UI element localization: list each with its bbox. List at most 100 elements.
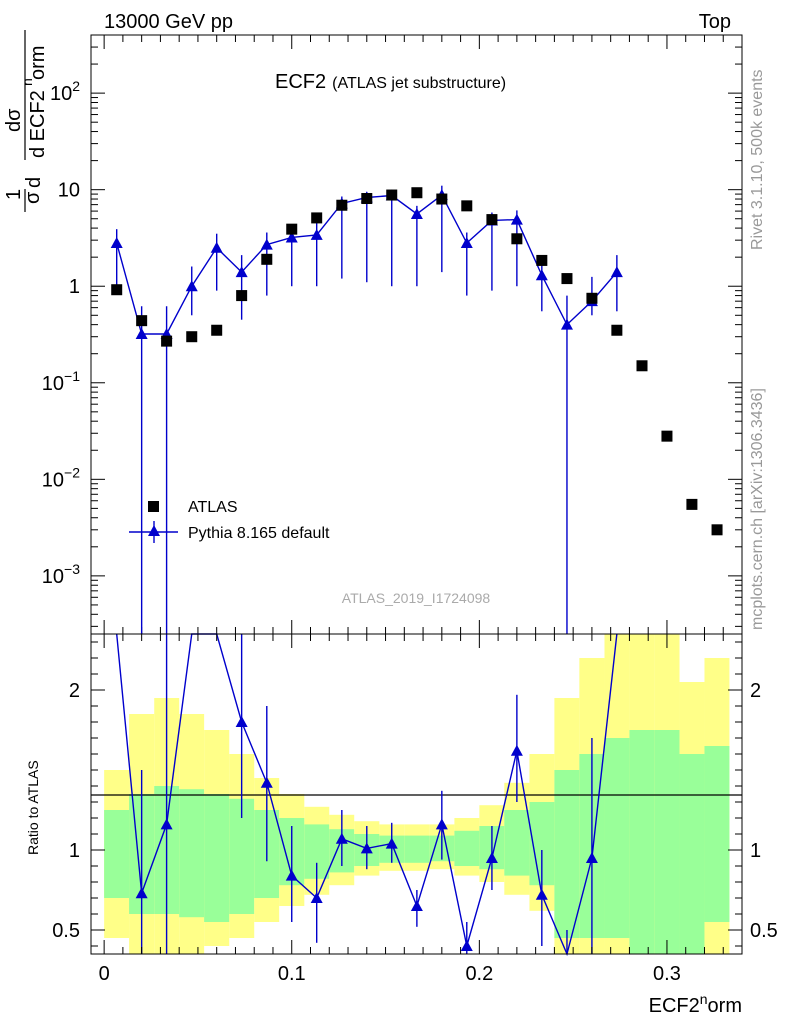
x-tick-labels: 0 0.1 0.2 0.3 [99,963,681,985]
y-tick-label: 102 [50,78,80,105]
data-point [611,324,623,336]
mc-point [185,280,198,292]
ratio-band-inner [504,810,530,876]
y-tick-label: 1 [69,276,80,298]
legend-data-label: ATLAS [188,499,238,516]
ratio-y-tick-label-left: 0.5 [52,920,80,942]
ylabel-n: n [19,78,35,86]
main-ylabel: 1 σ d dσ d ECF2 n orm [3,30,49,212]
plot-title-sub: (ATLAS jet substructure) [332,75,506,92]
mc-point [535,269,548,281]
ratio-point [410,900,423,911]
data-point [111,284,123,296]
data-point [411,187,423,199]
data-point [461,200,473,212]
ylabel-orm: orm [27,46,49,80]
ylabel-sigma: σ [22,191,44,204]
data-point [436,193,448,205]
header-energy-label: 13000 GeV pp [104,11,233,33]
mc-point [285,231,298,243]
ratio-band-inner [629,730,655,954]
ylabel-one: 1 [3,189,25,200]
analysis-watermark: ATLAS_2019_I1724098 [342,590,491,606]
rivet-version-label: Rivet 3.1.10, 500k events [749,69,766,250]
data-point [686,498,698,510]
data-point [386,189,398,201]
mc-point [560,318,573,330]
ratio-point [160,818,173,830]
data-point [286,223,298,235]
data-points [111,187,723,536]
ratio-point [460,940,473,951]
mc-point [135,328,148,340]
header-process-label: Top [699,11,731,33]
data-point [186,331,198,343]
ratio-point [310,892,323,903]
y-tick-label: 10−3 [42,561,80,588]
ratio-band-inner [604,738,630,938]
x-tick-label: 0 [99,963,110,985]
ratio-band-inner [204,794,230,922]
y-tick-label-base: 10 [42,469,64,491]
ylabel-decf2: d ECF2 [27,90,49,158]
y-tick-label-base: 10 [50,83,72,105]
ratio-band-inner [679,754,705,954]
y-tick-label-exp: −2 [64,464,80,480]
mc-error-bars [116,185,618,634]
legend-mc-label: Pythia 8.165 default [188,525,330,542]
xlabel-main: ECF2 [649,995,700,1017]
data-point [311,212,323,224]
y-tick-label-base: 10 [42,566,64,588]
ratio-point [335,832,348,844]
ratio-band-inner [454,830,480,866]
legend-data-marker [148,501,159,512]
ratio-point [235,716,248,727]
data-point [536,254,548,266]
ratio-point [535,888,548,900]
ratio-point [135,887,148,899]
ratio-axis-ticks [91,634,743,954]
data-point [661,430,673,442]
mc-point [110,237,123,249]
data-point [236,290,248,302]
ratio-plot-frame [90,633,743,955]
y-tick-label: 10 [58,180,80,202]
data-point [211,324,223,336]
ylabel-d: d [23,177,45,188]
y-tick-label: 10−1 [42,368,80,395]
y-tick-label-exp: 2 [72,78,80,94]
ratio-band-inner [654,730,680,954]
ratio-band-inner [179,789,205,918]
data-point [711,524,723,536]
ratio-point [360,842,373,854]
ratio-y-tick-labels: 0.5 0.5 1 1 2 2 [52,680,778,942]
data-point [636,360,648,372]
data-point [486,214,498,226]
ratio-points [135,716,598,951]
data-point [511,233,523,245]
mc-point [210,241,223,253]
y-tick-label-base: 10 [42,373,64,395]
ratio-y-tick-label-right: 2 [750,680,761,702]
xlabel-suffix: orm [708,995,742,1017]
ratio-point [435,818,448,830]
ratio-y-tick-label-left: 1 [69,840,80,862]
y-tick-label-exp: −3 [64,561,80,577]
mc-point [235,266,248,278]
ratio-band-inner [704,746,730,922]
data-point [261,253,273,265]
data-point [136,315,148,327]
legend-mc-marker [148,525,160,536]
ratio-point [260,776,273,788]
ratio-point [485,852,498,863]
mc-point [410,207,423,219]
legend: ATLAS Pythia 8.165 default [129,499,330,543]
xlabel-sup: n [700,991,708,1007]
mc-point [610,266,623,278]
ratio-point [510,744,523,756]
x-axis-label: ECF2norm [649,991,742,1017]
data-point [161,335,173,347]
ratio-y-tick-label-right: 1 [750,840,761,862]
